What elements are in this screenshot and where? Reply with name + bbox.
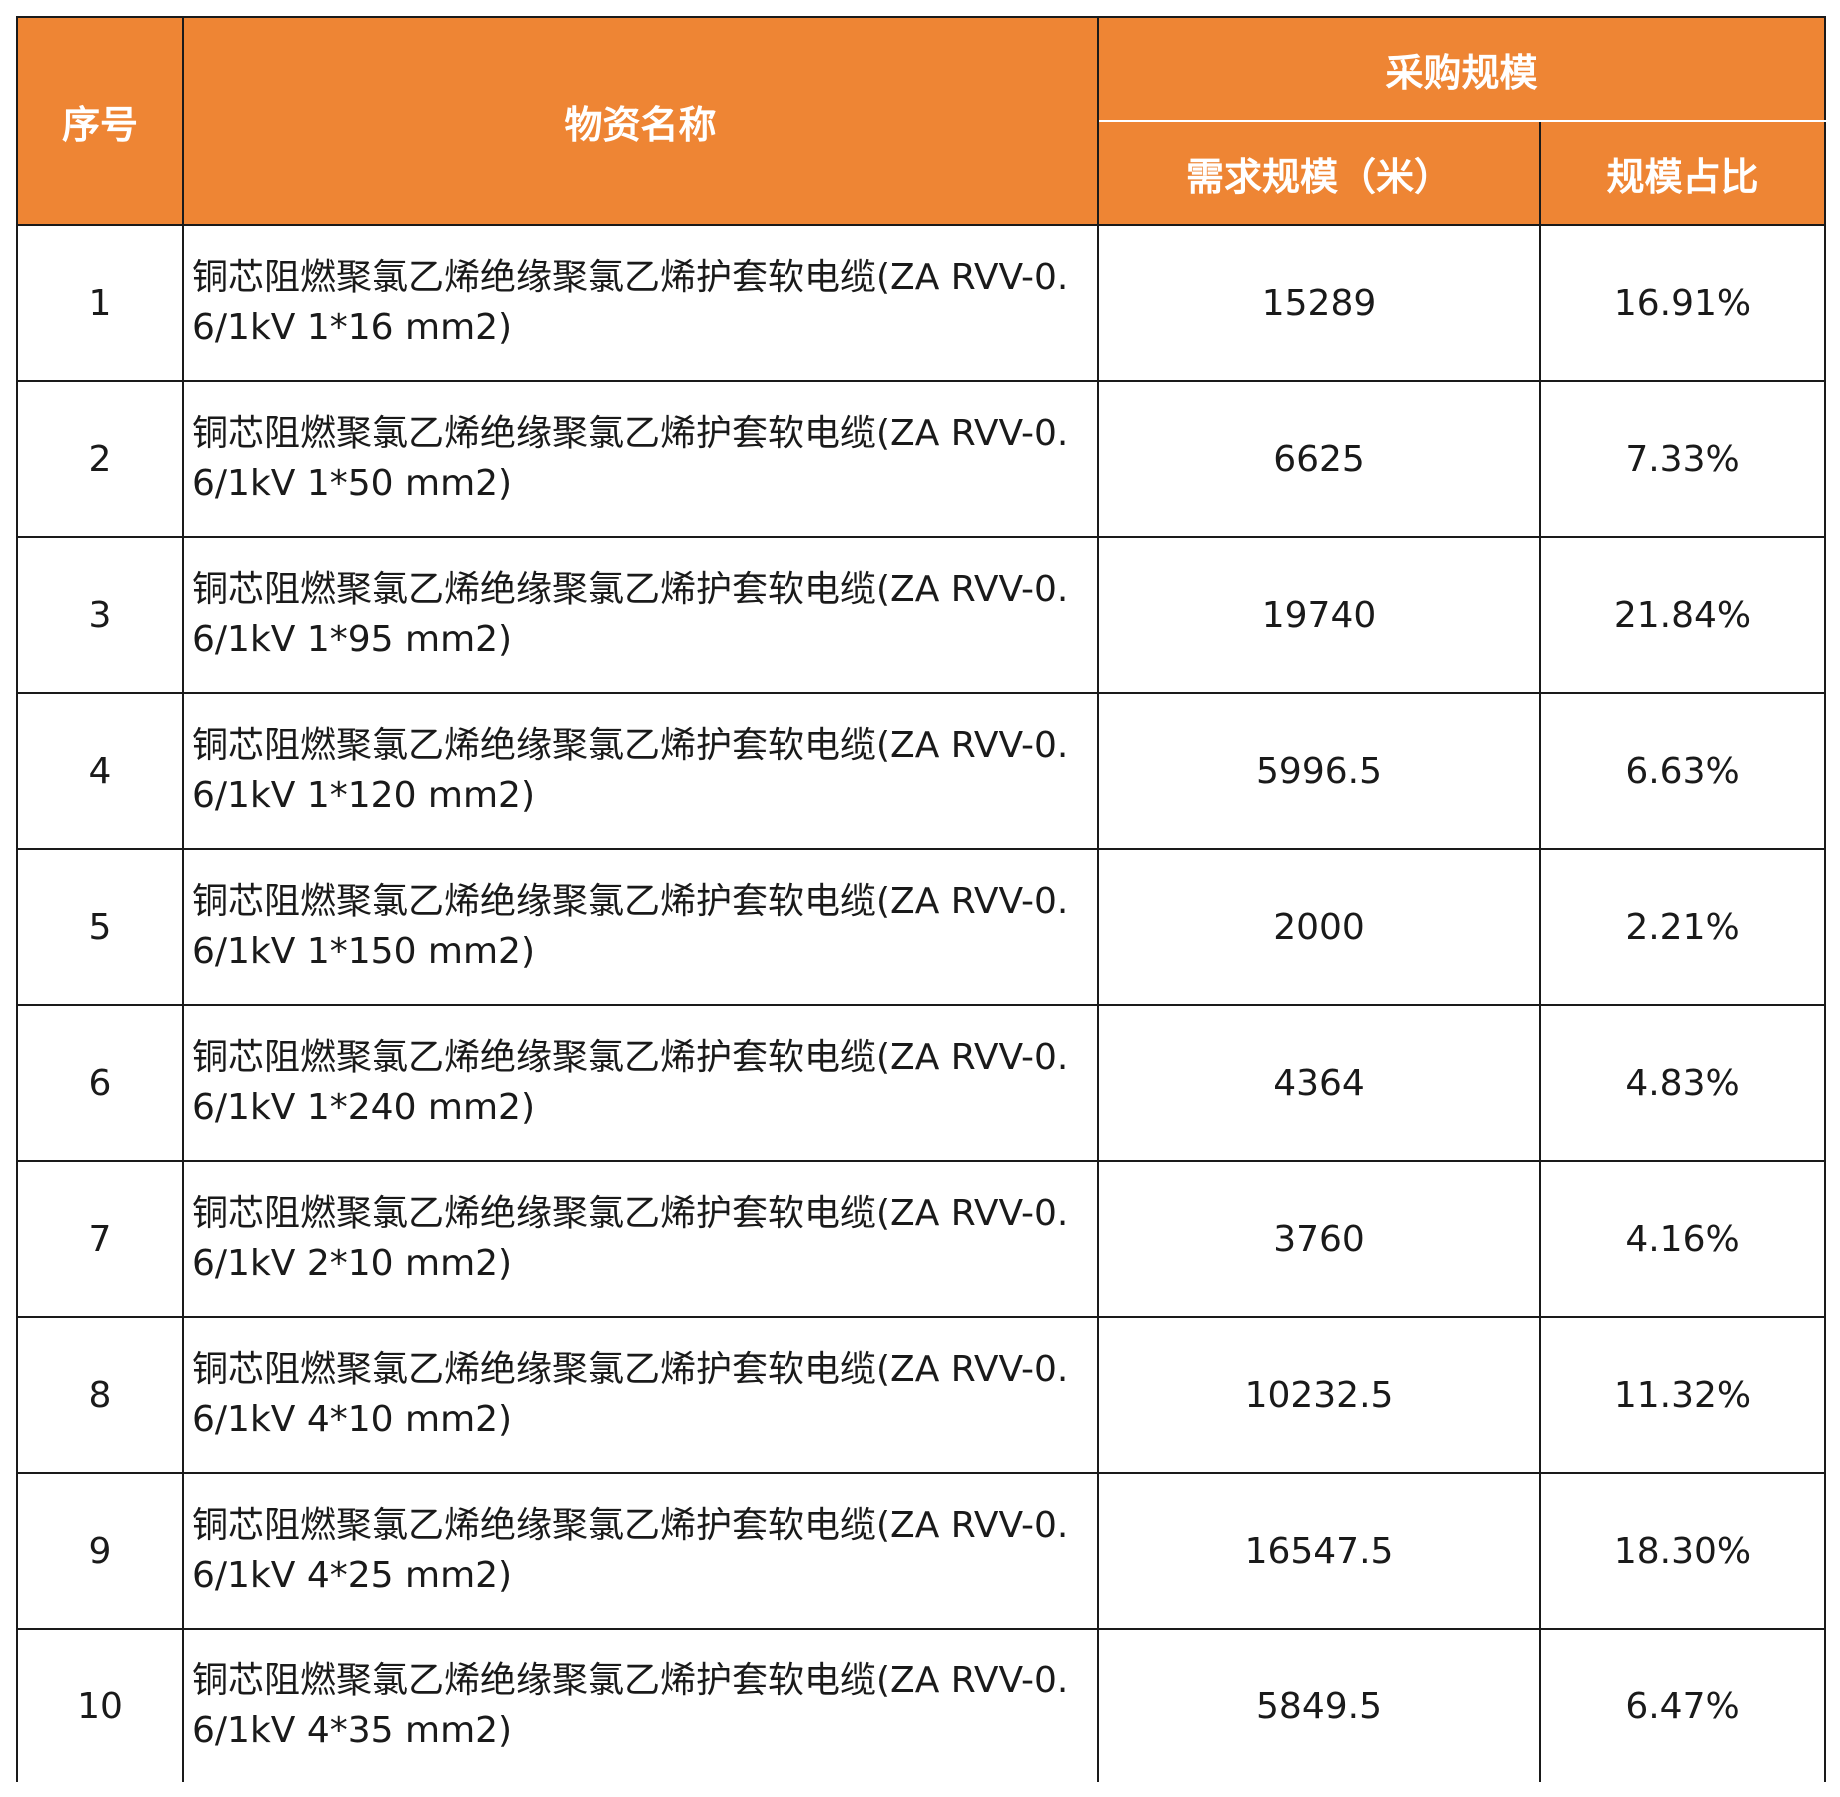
row-no: 10 — [16, 1628, 184, 1782]
table-row: 3 铜芯阻燃聚氯乙烯绝缘聚氯乙烯护套软电缆(ZA RVV-0.6/1kV 1*9… — [16, 536, 1826, 694]
row-pct: 4.16% — [1539, 1160, 1826, 1318]
row-name: 铜芯阻燃聚氯乙烯绝缘聚氯乙烯护套软电缆(ZA RVV-0.6/1kV 1*16 … — [182, 224, 1099, 382]
row-pct: 4.83% — [1539, 1004, 1826, 1162]
table-row: 1 铜芯阻燃聚氯乙烯绝缘聚氯乙烯护套软电缆(ZA RVV-0.6/1kV 1*1… — [16, 224, 1826, 382]
header-qty: 需求规模（米） — [1097, 120, 1541, 226]
row-name: 铜芯阻燃聚氯乙烯绝缘聚氯乙烯护套软电缆(ZA RVV-0.6/1kV 4*25 … — [182, 1472, 1099, 1630]
table-row: 6 铜芯阻燃聚氯乙烯绝缘聚氯乙烯护套软电缆(ZA RVV-0.6/1kV 1*2… — [16, 1004, 1826, 1162]
table-row: 9 铜芯阻燃聚氯乙烯绝缘聚氯乙烯护套软电缆(ZA RVV-0.6/1kV 4*2… — [16, 1472, 1826, 1630]
row-no: 3 — [16, 536, 184, 694]
row-qty: 16547.5 — [1097, 1472, 1541, 1630]
row-qty: 19740 — [1097, 536, 1541, 694]
row-no: 4 — [16, 692, 184, 850]
row-name: 铜芯阻燃聚氯乙烯绝缘聚氯乙烯护套软电缆(ZA RVV-0.6/1kV 4*35 … — [182, 1628, 1099, 1782]
row-pct: 6.63% — [1539, 692, 1826, 850]
row-name: 铜芯阻燃聚氯乙烯绝缘聚氯乙烯护套软电缆(ZA RVV-0.6/1kV 1*120… — [182, 692, 1099, 850]
table-row: 8 铜芯阻燃聚氯乙烯绝缘聚氯乙烯护套软电缆(ZA RVV-0.6/1kV 4*1… — [16, 1316, 1826, 1474]
row-no: 5 — [16, 848, 184, 1006]
table-row: 10 铜芯阻燃聚氯乙烯绝缘聚氯乙烯护套软电缆(ZA RVV-0.6/1kV 4*… — [16, 1628, 1826, 1782]
row-no: 7 — [16, 1160, 184, 1318]
header-name: 物资名称 — [182, 16, 1099, 226]
row-no: 6 — [16, 1004, 184, 1162]
table-header: 序号 物资名称 采购规模 需求规模（米） 规模占比 — [16, 16, 1826, 226]
table-row: 4 铜芯阻燃聚氯乙烯绝缘聚氯乙烯护套软电缆(ZA RVV-0.6/1kV 1*1… — [16, 692, 1826, 850]
row-qty: 10232.5 — [1097, 1316, 1541, 1474]
row-no: 2 — [16, 380, 184, 538]
procurement-table: 序号 物资名称 采购规模 需求规模（米） 规模占比 1 铜芯阻燃聚氯乙烯绝缘聚氯… — [16, 16, 1826, 1782]
row-pct: 16.91% — [1539, 224, 1826, 382]
row-pct: 7.33% — [1539, 380, 1826, 538]
row-qty: 15289 — [1097, 224, 1541, 382]
header-group: 采购规模 — [1097, 16, 1826, 122]
row-pct: 6.47% — [1539, 1628, 1826, 1782]
row-pct: 11.32% — [1539, 1316, 1826, 1474]
row-no: 1 — [16, 224, 184, 382]
row-name: 铜芯阻燃聚氯乙烯绝缘聚氯乙烯护套软电缆(ZA RVV-0.6/1kV 1*240… — [182, 1004, 1099, 1162]
header-no: 序号 — [16, 16, 184, 226]
row-qty: 4364 — [1097, 1004, 1541, 1162]
row-qty: 2000 — [1097, 848, 1541, 1006]
row-name: 铜芯阻燃聚氯乙烯绝缘聚氯乙烯护套软电缆(ZA RVV-0.6/1kV 4*10 … — [182, 1316, 1099, 1474]
table-row: 7 铜芯阻燃聚氯乙烯绝缘聚氯乙烯护套软电缆(ZA RVV-0.6/1kV 2*1… — [16, 1160, 1826, 1318]
row-qty: 3760 — [1097, 1160, 1541, 1318]
row-name: 铜芯阻燃聚氯乙烯绝缘聚氯乙烯护套软电缆(ZA RVV-0.6/1kV 1*50 … — [182, 380, 1099, 538]
row-no: 8 — [16, 1316, 184, 1474]
row-name: 铜芯阻燃聚氯乙烯绝缘聚氯乙烯护套软电缆(ZA RVV-0.6/1kV 2*10 … — [182, 1160, 1099, 1318]
row-qty: 5996.5 — [1097, 692, 1541, 850]
procurement-table-container: 序号 物资名称 采购规模 需求规模（米） 规模占比 1 铜芯阻燃聚氯乙烯绝缘聚氯… — [16, 16, 1826, 1782]
header-pct: 规模占比 — [1539, 120, 1826, 226]
row-pct: 18.30% — [1539, 1472, 1826, 1630]
row-no: 9 — [16, 1472, 184, 1630]
row-name: 铜芯阻燃聚氯乙烯绝缘聚氯乙烯护套软电缆(ZA RVV-0.6/1kV 1*95 … — [182, 536, 1099, 694]
row-pct: 2.21% — [1539, 848, 1826, 1006]
row-qty: 6625 — [1097, 380, 1541, 538]
row-qty: 5849.5 — [1097, 1628, 1541, 1782]
row-name: 铜芯阻燃聚氯乙烯绝缘聚氯乙烯护套软电缆(ZA RVV-0.6/1kV 1*150… — [182, 848, 1099, 1006]
table-row: 5 铜芯阻燃聚氯乙烯绝缘聚氯乙烯护套软电缆(ZA RVV-0.6/1kV 1*1… — [16, 848, 1826, 1006]
row-pct: 21.84% — [1539, 536, 1826, 694]
table-row: 2 铜芯阻燃聚氯乙烯绝缘聚氯乙烯护套软电缆(ZA RVV-0.6/1kV 1*5… — [16, 380, 1826, 538]
